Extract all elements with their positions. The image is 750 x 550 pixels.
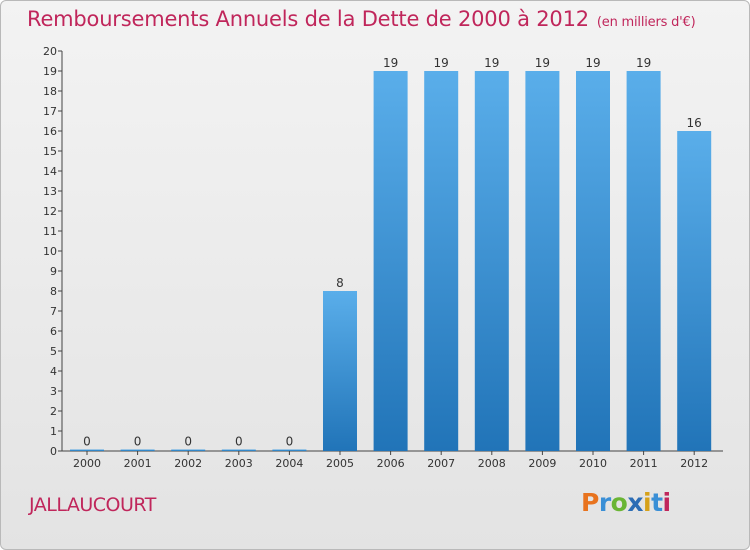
proxiti-logo[interactable]: Proxiti bbox=[581, 488, 671, 517]
bar bbox=[272, 449, 307, 451]
x-tick-label: 2005 bbox=[326, 457, 354, 470]
y-tick-label: 4 bbox=[50, 365, 57, 378]
y-tick-label: 10 bbox=[43, 245, 57, 258]
bar bbox=[525, 71, 560, 451]
bar bbox=[373, 71, 408, 451]
data-label: 0 bbox=[83, 435, 91, 449]
data-label: 19 bbox=[535, 56, 550, 70]
y-tick-label: 11 bbox=[43, 225, 57, 238]
data-label: 8 bbox=[336, 276, 344, 290]
x-tick-label: 2010 bbox=[579, 457, 607, 470]
y-tick-label: 1 bbox=[50, 425, 57, 438]
y-tick-label: 8 bbox=[50, 285, 57, 298]
x-tick-label: 2009 bbox=[528, 457, 556, 470]
bar bbox=[221, 449, 256, 451]
data-label: 19 bbox=[585, 56, 600, 70]
y-tick-label: 3 bbox=[50, 385, 57, 398]
x-tick-label: 2011 bbox=[630, 457, 658, 470]
data-label: 0 bbox=[184, 435, 192, 449]
bar bbox=[677, 131, 712, 451]
data-label: 0 bbox=[134, 435, 142, 449]
y-tick-label: 9 bbox=[50, 265, 57, 278]
x-tick-label: 2007 bbox=[427, 457, 455, 470]
bar bbox=[323, 291, 357, 451]
y-tick-label: 7 bbox=[50, 305, 57, 318]
y-tick-label: 19 bbox=[43, 65, 57, 78]
x-tick-label: 2006 bbox=[377, 457, 405, 470]
bar bbox=[171, 449, 206, 451]
bars bbox=[70, 71, 712, 451]
y-tick-label: 12 bbox=[43, 205, 57, 218]
data-label: 0 bbox=[235, 435, 243, 449]
y-tick-label: 2 bbox=[50, 405, 57, 418]
x-tick-label: 2001 bbox=[124, 457, 152, 470]
y-tick-label: 15 bbox=[43, 145, 57, 158]
commune-name: JALLAUCOURT bbox=[29, 494, 156, 516]
y-tick-label: 16 bbox=[43, 125, 57, 138]
y-tick-label: 17 bbox=[43, 105, 57, 118]
data-label: 19 bbox=[383, 56, 398, 70]
x-tick-label: 2008 bbox=[478, 457, 506, 470]
x-tick-label: 2002 bbox=[174, 457, 202, 470]
chart-title: Remboursements Annuels de la Dette de 20… bbox=[27, 7, 696, 31]
data-labels: 0 0 0 0 0 8 19 19 19 19 19 19 16 bbox=[83, 56, 702, 449]
y-tick-label: 6 bbox=[50, 325, 57, 338]
data-label: 19 bbox=[636, 56, 651, 70]
bar bbox=[424, 71, 459, 451]
data-label: 0 bbox=[286, 435, 294, 449]
data-label: 16 bbox=[687, 116, 702, 130]
chart-title-text: Remboursements Annuels de la Dette de 20… bbox=[27, 7, 589, 31]
x-tick-label: 2000 bbox=[73, 457, 101, 470]
y-tick-label: 5 bbox=[50, 345, 57, 358]
bar bbox=[120, 449, 155, 451]
bar bbox=[70, 449, 104, 451]
chart-subtitle: (en milliers d'€) bbox=[596, 15, 696, 30]
y-tick-label: 20 bbox=[43, 45, 57, 58]
x-tick-label: 2004 bbox=[275, 457, 303, 470]
bar bbox=[576, 71, 610, 451]
bar bbox=[474, 71, 509, 451]
y-tick-label: 14 bbox=[43, 165, 57, 178]
x-tick-label: 2012 bbox=[680, 457, 708, 470]
data-label: 19 bbox=[484, 56, 499, 70]
y-tick-label: 18 bbox=[43, 85, 57, 98]
bar bbox=[626, 71, 661, 451]
y-tick-label: 13 bbox=[43, 185, 57, 198]
data-label: 19 bbox=[434, 56, 449, 70]
x-tick-label: 2003 bbox=[225, 457, 253, 470]
y-tick-label: 0 bbox=[50, 445, 57, 458]
